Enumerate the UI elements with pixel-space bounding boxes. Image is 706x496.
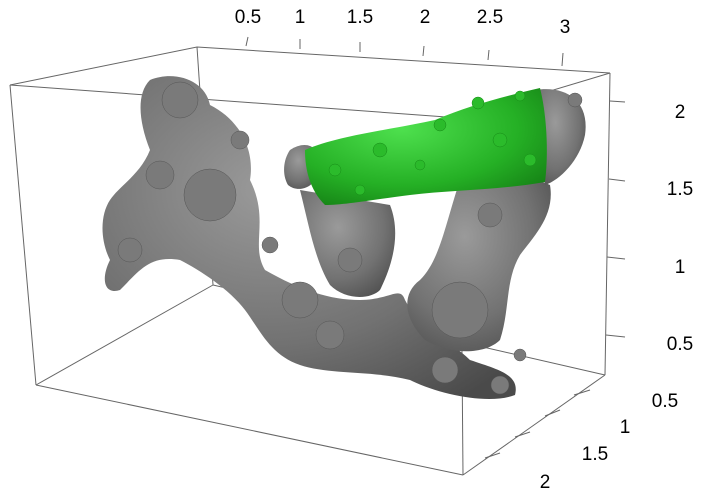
x-tick-label: 1.5: [347, 7, 373, 28]
tick-mark: [422, 45, 425, 57]
tick-mark: [608, 178, 626, 182]
axis-ticks: 0.5 1 1.5 2 2.5 3 2 1.5 1 0.5 0.5 1 1.5 2: [235, 7, 693, 493]
x-tick-label: 2.5: [477, 7, 503, 28]
tick-mark: [609, 100, 626, 103]
x-tick-label: 1: [295, 7, 306, 28]
tick-mark: [573, 389, 591, 396]
z-tick-label: 0.5: [667, 334, 693, 355]
y-tick-label: 0.5: [652, 391, 678, 412]
gray-surface: [102, 76, 586, 400]
z-tick-label: 1: [675, 257, 686, 278]
y-tick-label: 1: [620, 417, 631, 438]
x-tick-label: 2: [420, 7, 431, 28]
z-tick-label: 2: [675, 102, 686, 123]
x-tick-label: 0.5: [235, 7, 261, 28]
tick-mark: [487, 49, 490, 61]
tick-mark: [484, 452, 501, 459]
tick-mark: [605, 334, 626, 338]
tick-mark: [544, 409, 561, 417]
z-tick-label: 1.5: [667, 179, 693, 200]
y-tick-label: 1.5: [582, 444, 608, 465]
gray-bumps: [117, 81, 583, 395]
tick-mark: [514, 431, 531, 438]
x-tick-label: 3: [560, 17, 571, 38]
tick-mark: [606, 256, 626, 260]
tick-mark: [561, 52, 564, 67]
tick-mark: [245, 36, 249, 47]
green-surface: [305, 88, 547, 205]
y-tick-label: 2: [540, 472, 551, 493]
